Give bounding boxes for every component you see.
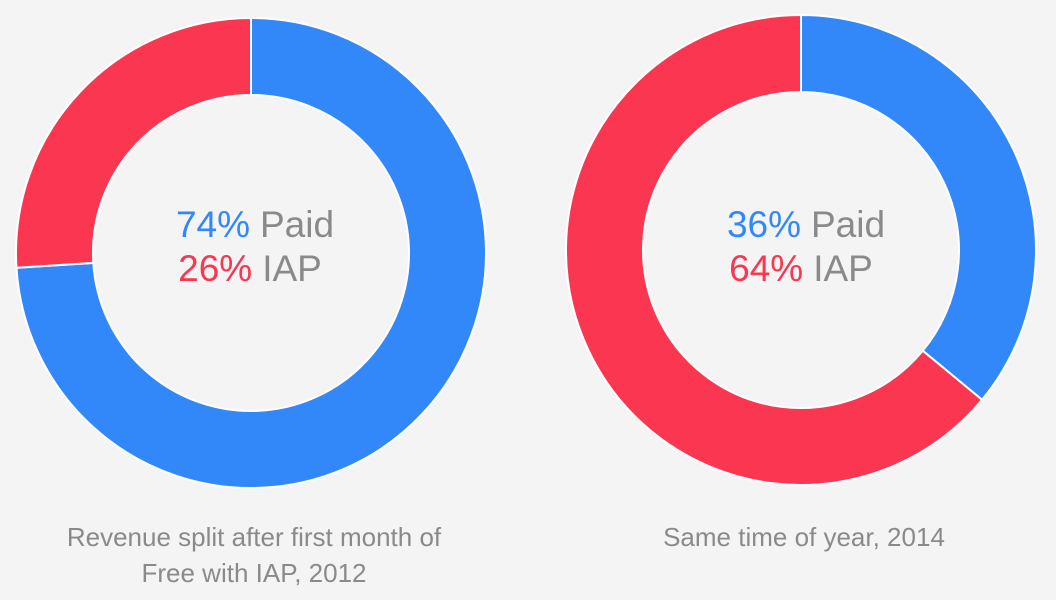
iap-percent-2014: 64% <box>729 248 803 289</box>
donut-slices-2012 <box>15 16 487 489</box>
iap-percent-2012: 26% <box>178 248 252 289</box>
center-line-iap-2012: 26% IAP <box>178 248 322 289</box>
paid-percent-2014: 36% <box>727 204 801 245</box>
paid-label-2012: Paid <box>260 204 334 245</box>
caption-2014-line-1: Same time of year, 2014 <box>663 522 945 552</box>
paid-label-2014: Paid <box>811 204 885 245</box>
donut-chart-2014: 36% Paid 64% IAP Same time of year, 2014 <box>565 13 1037 552</box>
iap-label-2012: IAP <box>262 248 322 289</box>
donut-chart-2012: 74% Paid 26% IAP Revenue split after first… <box>15 16 487 588</box>
center-line-paid-2014: 36% Paid <box>727 204 885 245</box>
slice-iap-2012 <box>15 16 252 269</box>
slice-iap-2014 <box>565 13 984 486</box>
center-line-iap-2014: 64% IAP <box>729 248 873 289</box>
center-line-paid-2012: 74% Paid <box>176 204 334 245</box>
slice-paid-2012 <box>15 16 487 489</box>
caption-2012-line-2: Free with IAP, 2012 <box>142 558 367 588</box>
paid-percent-2012: 74% <box>176 204 250 245</box>
caption-2012-line-1: Revenue split after first month of <box>67 522 442 552</box>
donut-slices-2014 <box>565 13 1037 486</box>
iap-label-2014: IAP <box>813 248 873 289</box>
slice-paid-2014 <box>800 13 1037 402</box>
